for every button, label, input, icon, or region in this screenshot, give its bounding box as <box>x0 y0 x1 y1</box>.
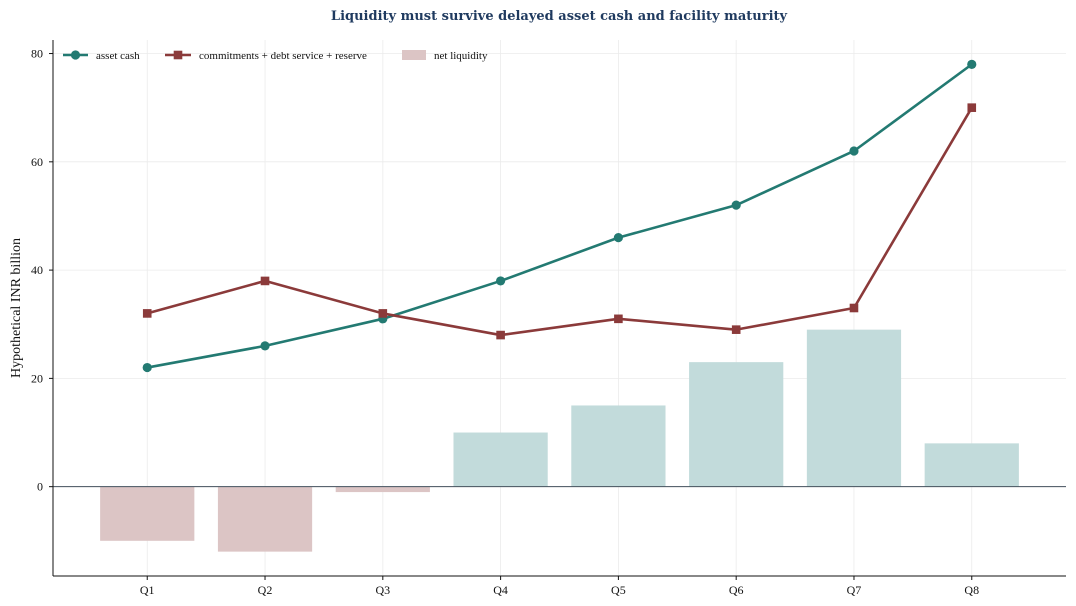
series-1-point <box>260 276 270 286</box>
bar-q7 <box>806 329 902 487</box>
series-1-point <box>614 314 623 324</box>
bar-q5 <box>571 405 666 487</box>
series-1-point <box>496 330 505 340</box>
legend-swatch-net-liquidity <box>402 50 426 60</box>
series-line-1 <box>146 107 973 337</box>
series-0-point <box>849 146 859 156</box>
series-0-point <box>731 200 741 210</box>
lines-group <box>142 59 977 373</box>
y-axis-label: Hypothetical INR billion <box>9 238 24 378</box>
series-0-point <box>260 341 270 351</box>
bar-q4 <box>453 432 548 487</box>
chart-title: Liquidity must survive delayed asset cas… <box>331 9 788 24</box>
y-tick-label: 80 <box>31 47 43 61</box>
y-tick-labels: 0 20 40 60 80 <box>31 47 53 494</box>
x-tick-label: Q1 <box>140 583 155 597</box>
series-line-0 <box>146 63 973 369</box>
bar-q3 <box>335 486 430 493</box>
bar-q6 <box>689 362 784 487</box>
legend-label-asset-cash: asset cash <box>96 50 140 62</box>
x-tick-label: Q8 <box>964 583 979 597</box>
bar-q2 <box>217 486 313 552</box>
y-tick-label: 60 <box>31 155 43 169</box>
x-tick-label: Q2 <box>258 583 273 597</box>
x-tick-label: Q4 <box>493 583 508 597</box>
legend-marker-asset-cash <box>70 50 81 60</box>
series-0-point <box>613 233 623 243</box>
y-tick-label: 0 <box>37 480 43 494</box>
legend: asset cash commitments + debt service + r… <box>63 50 488 62</box>
series-1-point <box>142 309 152 318</box>
series-1-point <box>967 103 977 112</box>
bar-q8 <box>924 443 1019 487</box>
legend-marker-commitments <box>173 50 183 60</box>
series-1-point <box>378 309 388 318</box>
legend-label-commitments: commitments + debt service + reserve <box>199 50 367 62</box>
bars-group <box>100 329 1019 552</box>
series-0-point <box>967 59 977 69</box>
series-0-point <box>496 276 506 286</box>
x-tick-label: Q7 <box>847 583 862 597</box>
bar-q1 <box>100 486 195 541</box>
y-tick-label: 20 <box>31 371 43 385</box>
series-0-point <box>142 362 152 373</box>
series-1-point <box>849 303 859 313</box>
x-tick-label: Q6 <box>729 583 744 597</box>
legend-label-net-liquidity: net liquidity <box>434 50 488 62</box>
x-tick-label: Q5 <box>611 583 626 597</box>
x-tick-labels: Q1 Q2 Q3 Q4 Q5 Q6 Q7 Q8 <box>140 576 979 597</box>
gridlines <box>53 40 1066 576</box>
series-1-point <box>731 325 741 334</box>
y-tick-label: 40 <box>31 263 43 277</box>
axes <box>52 40 1066 577</box>
x-tick-label: Q3 <box>375 583 390 597</box>
